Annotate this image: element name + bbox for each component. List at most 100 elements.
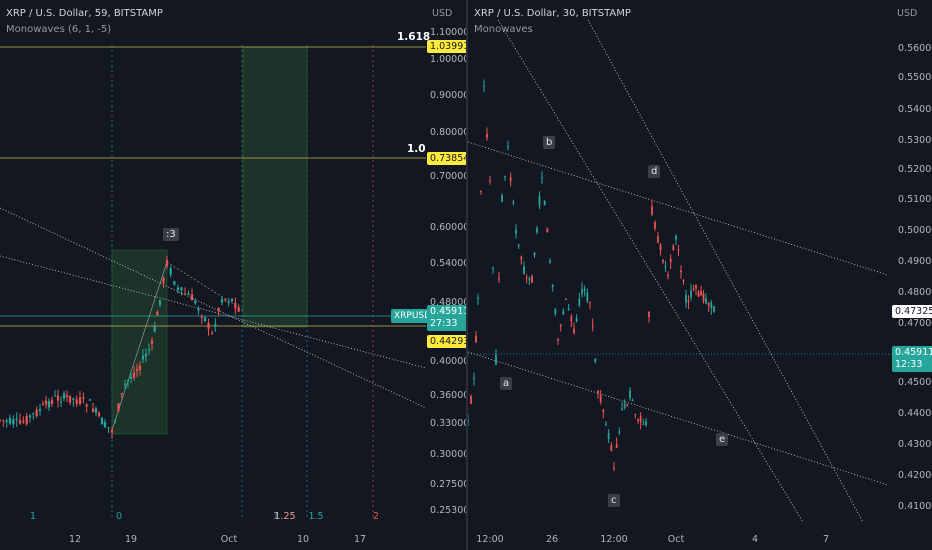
candle-body xyxy=(156,312,159,316)
candle-body xyxy=(197,307,200,311)
y-tick-label: 0.48000 xyxy=(898,287,932,298)
candle-body xyxy=(651,206,653,215)
candle-body xyxy=(605,423,607,425)
left-axis-unit: USD xyxy=(432,8,453,19)
candle-body xyxy=(525,277,528,279)
candle-body xyxy=(586,292,589,302)
candle-body xyxy=(634,414,637,416)
candle-body xyxy=(615,444,618,448)
y-tick-label: 0.60000 xyxy=(430,222,466,233)
candle-body xyxy=(85,404,88,407)
candle-body xyxy=(607,432,610,439)
left-countdown: 27:33 xyxy=(430,318,458,329)
candle-body xyxy=(623,403,626,408)
candle-body xyxy=(594,358,597,363)
candle-body xyxy=(702,293,705,302)
wave-label-a: a xyxy=(500,377,513,390)
candle-body xyxy=(541,177,543,179)
x-tick-label: 17 xyxy=(353,534,367,545)
candle-body xyxy=(180,287,183,291)
candle-body xyxy=(498,278,500,280)
candle-body xyxy=(536,228,538,233)
candle-body xyxy=(473,378,475,380)
candle-body xyxy=(610,445,613,451)
right-chart-panel[interactable]: XRP / U.S. Dollar, 30, BITSTAMP Monowave… xyxy=(468,0,932,550)
fib-1618-price-tag: 1.03991 xyxy=(427,40,466,53)
candle-body xyxy=(230,298,234,302)
candle-body xyxy=(100,417,104,425)
candle-body xyxy=(583,288,586,291)
candle-body xyxy=(103,421,107,428)
candle-body xyxy=(126,380,130,382)
candle-body xyxy=(22,420,25,423)
candle-body xyxy=(477,297,479,299)
candle-body xyxy=(32,413,35,415)
candle-body xyxy=(515,229,517,234)
candle-body xyxy=(220,299,224,303)
y-tick-label: 0.70000 xyxy=(430,171,466,182)
candle-body xyxy=(581,288,583,294)
candle-body xyxy=(657,236,659,243)
y-tick-label: 0.54000 xyxy=(430,258,466,269)
left-chart-canvas[interactable] xyxy=(0,0,466,550)
candle-body xyxy=(597,390,599,393)
candle-body xyxy=(648,311,650,318)
candle-body xyxy=(68,395,72,403)
y-tick-label: 0.80000 xyxy=(430,127,466,138)
y-tick-label: 0.90000 xyxy=(430,90,466,101)
candle-body xyxy=(65,395,69,397)
candle-body xyxy=(687,300,690,303)
candle-body xyxy=(165,260,169,267)
panel-divider[interactable] xyxy=(466,0,468,550)
right-axis-unit: USD xyxy=(897,8,918,19)
candle-body xyxy=(224,299,227,301)
candle-body xyxy=(705,298,707,304)
candle-body xyxy=(637,419,639,421)
candle-body xyxy=(25,416,28,425)
candle-body xyxy=(677,249,680,251)
candle-body xyxy=(692,288,695,290)
candle-body xyxy=(194,300,197,304)
fib-time-number: 0 xyxy=(115,511,123,522)
candle-body xyxy=(483,85,485,87)
candle-body xyxy=(50,399,54,404)
candle-body xyxy=(591,325,594,327)
candle-body xyxy=(183,293,187,295)
candle-body xyxy=(675,235,677,240)
candle-body xyxy=(53,395,57,397)
wave-label-b: b xyxy=(543,136,556,149)
candle-body xyxy=(573,328,575,334)
candle-body xyxy=(5,420,8,423)
candle-body xyxy=(531,275,533,283)
candle-body xyxy=(507,146,509,148)
fib-level-1-label: 1.0 xyxy=(407,143,426,155)
candle-body xyxy=(120,393,123,395)
fib-time-number: 1.5 xyxy=(308,511,324,522)
candle-body xyxy=(520,256,523,260)
left-last-price-tag: 0.45911 27:33 xyxy=(427,305,466,331)
candle-body xyxy=(543,200,546,206)
symbol-tag: XRPUSD xyxy=(391,309,435,323)
left-chart-panel[interactable]: XRP / U.S. Dollar, 59, BITSTAMP Monowave… xyxy=(0,0,466,550)
x-tick-label: Oct xyxy=(667,534,685,545)
candle-body xyxy=(138,365,142,370)
wave-connector xyxy=(111,261,168,431)
wave-label-d: d xyxy=(648,165,661,178)
x-tick-label: 19 xyxy=(124,534,138,545)
fib-time-number: 1.25 xyxy=(274,511,296,522)
right-chart-canvas[interactable] xyxy=(468,0,932,550)
candle-body xyxy=(15,418,18,421)
y-tick-label: 0.25300 xyxy=(430,505,466,516)
target-box-2 xyxy=(242,46,308,328)
candle-body xyxy=(575,318,578,322)
candle-body xyxy=(621,408,623,410)
candle-body xyxy=(504,176,506,178)
left-indicator-label: Monowaves (6, 1, -5) xyxy=(6,24,112,35)
